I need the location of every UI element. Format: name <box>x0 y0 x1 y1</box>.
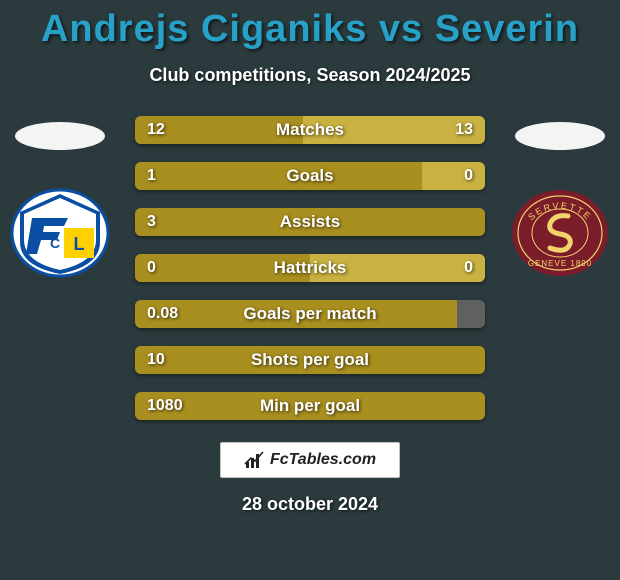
bar-value-right: 0 <box>464 259 473 277</box>
svg-text:C: C <box>50 235 60 251</box>
bar-label: Matches <box>276 120 344 140</box>
svg-text:GENEVE 1890: GENEVE 1890 <box>528 259 592 268</box>
bar-fill-right <box>422 162 485 190</box>
bar-label: Min per goal <box>260 396 360 416</box>
svg-text:L: L <box>74 234 85 254</box>
comparison-infographic: Andrejs Ciganiks vs Severin Club competi… <box>0 0 620 580</box>
bar-value-left: 0 <box>147 259 156 277</box>
stat-bar: Hattricks 0 0 <box>135 254 485 282</box>
content-area: L C SERVETTE GENEVE 1890 <box>0 116 620 420</box>
right-player-column: SERVETTE GENEVE 1890 <box>500 116 620 278</box>
bar-label: Goals <box>286 166 333 186</box>
bar-value-left: 12 <box>147 121 165 139</box>
stat-bar: Goals per match 0.08 <box>135 300 485 328</box>
left-player-column: L C <box>0 116 120 278</box>
chart-icon <box>244 450 266 470</box>
site-logo-text: FcTables.com <box>270 451 376 469</box>
right-club-logo: SERVETTE GENEVE 1890 <box>510 188 610 278</box>
player-avatar-placeholder <box>515 122 605 150</box>
servette-logo-icon: SERVETTE GENEVE 1890 <box>510 188 610 278</box>
bar-value-left: 0.08 <box>147 305 178 323</box>
bar-fill-left <box>135 162 422 190</box>
bar-value-left: 1080 <box>147 397 183 415</box>
site-logo-box: FcTables.com <box>220 442 400 478</box>
page-title: Andrejs Ciganiks vs Severin <box>0 0 620 51</box>
fcl-logo-icon: L C <box>10 188 110 278</box>
bar-value-left: 1 <box>147 167 156 185</box>
bar-label: Goals per match <box>243 304 376 324</box>
bar-value-left: 3 <box>147 213 156 231</box>
stat-bar: Goals 1 0 <box>135 162 485 190</box>
bar-value-left: 10 <box>147 351 165 369</box>
left-club-logo: L C <box>10 188 110 278</box>
stat-bar: Assists 3 <box>135 208 485 236</box>
bar-label: Assists <box>280 212 340 232</box>
bar-value-right: 0 <box>464 167 473 185</box>
bar-label: Shots per goal <box>251 350 369 370</box>
stats-bars: Matches1213Goals10Assists3Hattricks00Goa… <box>135 116 485 420</box>
bar-value-right: 13 <box>455 121 473 139</box>
stat-bar: Matches 12 13 <box>135 116 485 144</box>
stat-bar: Min per goal 1080 <box>135 392 485 420</box>
date-text: 28 october 2024 <box>0 494 620 515</box>
stat-bar: Shots per goal 10 <box>135 346 485 374</box>
player-avatar-placeholder <box>15 122 105 150</box>
bar-label: Hattricks <box>274 258 347 278</box>
subtitle: Club competitions, Season 2024/2025 <box>0 65 620 86</box>
